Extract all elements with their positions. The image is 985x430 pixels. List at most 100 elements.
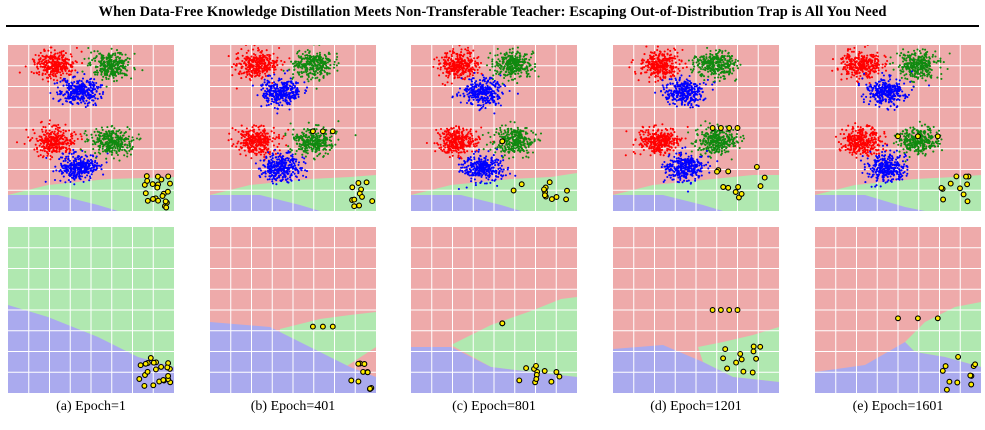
data-point xyxy=(116,62,119,65)
data-point xyxy=(326,73,329,76)
data-point xyxy=(489,52,492,55)
data-point xyxy=(262,87,265,90)
data-point xyxy=(526,61,529,64)
data-point xyxy=(88,179,91,182)
data-point xyxy=(44,73,47,76)
data-point xyxy=(271,81,274,85)
data-point xyxy=(59,93,62,96)
data-point xyxy=(126,126,129,129)
data-point xyxy=(319,73,322,76)
data-point xyxy=(49,54,52,57)
data-point xyxy=(328,136,332,139)
data-point xyxy=(500,65,503,68)
data-point xyxy=(48,57,51,60)
data-point xyxy=(327,51,330,54)
data-point xyxy=(269,165,272,168)
data-point xyxy=(124,58,127,61)
data-point xyxy=(488,91,491,94)
data-point xyxy=(104,68,107,72)
data-point xyxy=(303,128,306,131)
data-point xyxy=(512,61,515,64)
synthetic-sample xyxy=(329,323,336,330)
data-point xyxy=(285,85,289,89)
data-point xyxy=(309,137,312,140)
data-point xyxy=(454,68,457,71)
data-point xyxy=(335,52,338,55)
data-point xyxy=(235,64,238,67)
data-point xyxy=(481,74,484,77)
data-point xyxy=(477,55,480,59)
data-point xyxy=(478,109,481,112)
data-point xyxy=(496,47,499,50)
data-point xyxy=(495,72,498,75)
data-point xyxy=(107,54,110,57)
data-point xyxy=(460,54,463,57)
data-point xyxy=(82,88,86,91)
data-point xyxy=(265,132,268,135)
data-point xyxy=(314,73,317,76)
data-point xyxy=(75,61,78,64)
data-point xyxy=(128,142,131,145)
data-point xyxy=(62,132,65,135)
data-point xyxy=(49,77,52,80)
data-point xyxy=(480,106,483,110)
data-point xyxy=(240,77,243,80)
data-point xyxy=(34,53,37,57)
data-point xyxy=(96,73,99,76)
data-point xyxy=(107,62,110,65)
data-point xyxy=(276,145,279,148)
data-point xyxy=(304,155,307,158)
data-point xyxy=(445,74,448,77)
data-point xyxy=(74,176,77,179)
data-point xyxy=(334,132,337,135)
data-point xyxy=(293,84,297,88)
data-point xyxy=(125,150,128,153)
data-point xyxy=(42,58,45,62)
data-point xyxy=(276,152,279,155)
data-point xyxy=(264,66,267,69)
data-point xyxy=(469,55,472,58)
data-point xyxy=(42,63,46,66)
data-point xyxy=(275,91,278,94)
data-point xyxy=(303,57,306,60)
data-point xyxy=(52,78,55,81)
data-point xyxy=(272,165,275,169)
data-point xyxy=(261,132,264,135)
data-point xyxy=(65,100,69,103)
data-point xyxy=(115,56,118,59)
data-point xyxy=(88,167,91,170)
data-point xyxy=(469,68,472,71)
data-point xyxy=(105,161,108,164)
data-point xyxy=(67,73,71,76)
data-point xyxy=(485,87,489,90)
panel-caption-a: (a) Epoch=1 xyxy=(56,399,126,414)
data-point xyxy=(55,75,58,78)
data-point xyxy=(491,99,494,102)
data-point xyxy=(121,146,124,149)
data-point xyxy=(128,128,131,131)
data-point xyxy=(115,69,119,72)
data-point xyxy=(66,161,69,164)
data-point xyxy=(313,59,316,62)
data-point xyxy=(95,69,99,72)
data-point xyxy=(86,174,89,177)
data-point xyxy=(455,66,458,69)
data-point xyxy=(323,69,326,72)
data-point xyxy=(268,175,271,178)
data-point xyxy=(268,178,271,181)
data-point xyxy=(98,134,101,137)
data-point xyxy=(316,154,319,158)
synthetic-sample xyxy=(351,203,358,210)
data-point xyxy=(492,84,495,87)
data-point xyxy=(443,56,446,59)
synthetic-sample xyxy=(150,382,157,389)
data-point xyxy=(268,93,271,96)
data-point xyxy=(138,138,141,141)
data-point xyxy=(533,63,537,66)
paper-running-title: When Data-Free Knowledge Distillation Me… xyxy=(98,4,887,20)
data-point xyxy=(54,55,57,58)
data-point xyxy=(251,84,254,87)
data-cluster xyxy=(254,148,309,186)
data-point xyxy=(284,132,287,135)
data-point xyxy=(315,141,318,144)
